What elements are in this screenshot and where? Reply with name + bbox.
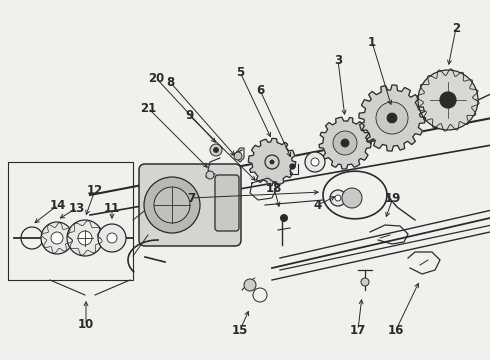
Text: 9: 9 xyxy=(185,108,193,122)
Text: 11: 11 xyxy=(104,202,120,215)
Circle shape xyxy=(270,159,274,165)
Circle shape xyxy=(341,139,349,147)
Polygon shape xyxy=(359,85,425,151)
Circle shape xyxy=(382,108,402,128)
Circle shape xyxy=(389,114,395,122)
Circle shape xyxy=(265,155,279,169)
Circle shape xyxy=(305,152,325,172)
Circle shape xyxy=(342,188,362,208)
Text: 6: 6 xyxy=(256,84,264,96)
Circle shape xyxy=(361,278,369,286)
Text: 7: 7 xyxy=(187,192,195,204)
Circle shape xyxy=(214,148,219,153)
Circle shape xyxy=(311,158,319,166)
Text: 19: 19 xyxy=(385,192,401,204)
Circle shape xyxy=(144,177,200,233)
Circle shape xyxy=(440,92,456,108)
Circle shape xyxy=(98,224,126,252)
Text: 10: 10 xyxy=(78,319,94,332)
Text: 8: 8 xyxy=(166,76,174,89)
Circle shape xyxy=(210,144,222,156)
Text: 1: 1 xyxy=(368,36,376,49)
Text: 12: 12 xyxy=(87,184,103,197)
Text: 18: 18 xyxy=(266,181,282,194)
Circle shape xyxy=(330,190,346,206)
Text: 2: 2 xyxy=(452,22,460,35)
Text: 20: 20 xyxy=(148,72,164,85)
Circle shape xyxy=(78,231,92,245)
Text: 16: 16 xyxy=(388,324,404,337)
Circle shape xyxy=(51,232,63,244)
Text: 17: 17 xyxy=(350,324,366,337)
Circle shape xyxy=(418,70,478,130)
Circle shape xyxy=(154,187,190,223)
Text: 4: 4 xyxy=(314,198,322,212)
FancyBboxPatch shape xyxy=(215,175,239,231)
Circle shape xyxy=(280,214,288,222)
Polygon shape xyxy=(248,138,295,186)
Circle shape xyxy=(335,195,341,201)
Text: 13: 13 xyxy=(69,202,85,215)
Circle shape xyxy=(342,140,348,146)
FancyBboxPatch shape xyxy=(139,164,241,246)
Polygon shape xyxy=(319,117,371,169)
Text: 14: 14 xyxy=(50,198,66,212)
Circle shape xyxy=(41,222,73,254)
Text: 15: 15 xyxy=(232,324,248,337)
Circle shape xyxy=(333,131,357,155)
Circle shape xyxy=(244,279,256,291)
Circle shape xyxy=(107,233,117,243)
Circle shape xyxy=(234,152,242,160)
Circle shape xyxy=(67,220,103,256)
Circle shape xyxy=(206,171,214,179)
Text: 21: 21 xyxy=(140,102,156,114)
Text: 5: 5 xyxy=(236,66,244,78)
Circle shape xyxy=(376,102,408,134)
Text: 3: 3 xyxy=(334,54,342,67)
Circle shape xyxy=(387,113,397,123)
Circle shape xyxy=(337,135,353,151)
